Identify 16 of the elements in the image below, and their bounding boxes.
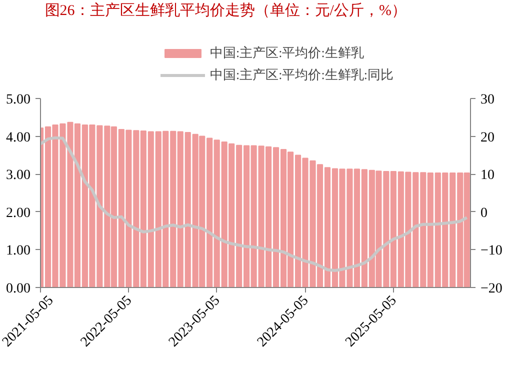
y2-tick-label: 10 bbox=[480, 168, 494, 184]
y-tick-label: 1.00 bbox=[6, 244, 30, 259]
y2-tick-label: −10 bbox=[480, 244, 502, 259]
y-tick-label: 5.00 bbox=[6, 92, 30, 108]
y2-tick-label: 20 bbox=[480, 130, 494, 146]
y2-tick-label: −20 bbox=[480, 282, 502, 296]
line-series bbox=[40, 136, 468, 272]
y-tick-label: 4.00 bbox=[6, 130, 30, 146]
y-tick-label: 2.00 bbox=[6, 206, 30, 221]
y2-tick-label: 30 bbox=[480, 92, 494, 108]
y-tick-label: 3.00 bbox=[6, 168, 30, 184]
y2-tick-label: 0 bbox=[480, 206, 488, 221]
chart-title: 图26：主产区生鲜乳平均价走势（单位：元/公斤，%） bbox=[44, 2, 406, 20]
legend-label: 中国:主产区:平均价:生鲜乳 bbox=[210, 44, 364, 62]
y-tick-label: 0.00 bbox=[6, 282, 30, 296]
legend-label: 中国:主产区:平均价:生鲜乳:同比 bbox=[210, 66, 394, 84]
